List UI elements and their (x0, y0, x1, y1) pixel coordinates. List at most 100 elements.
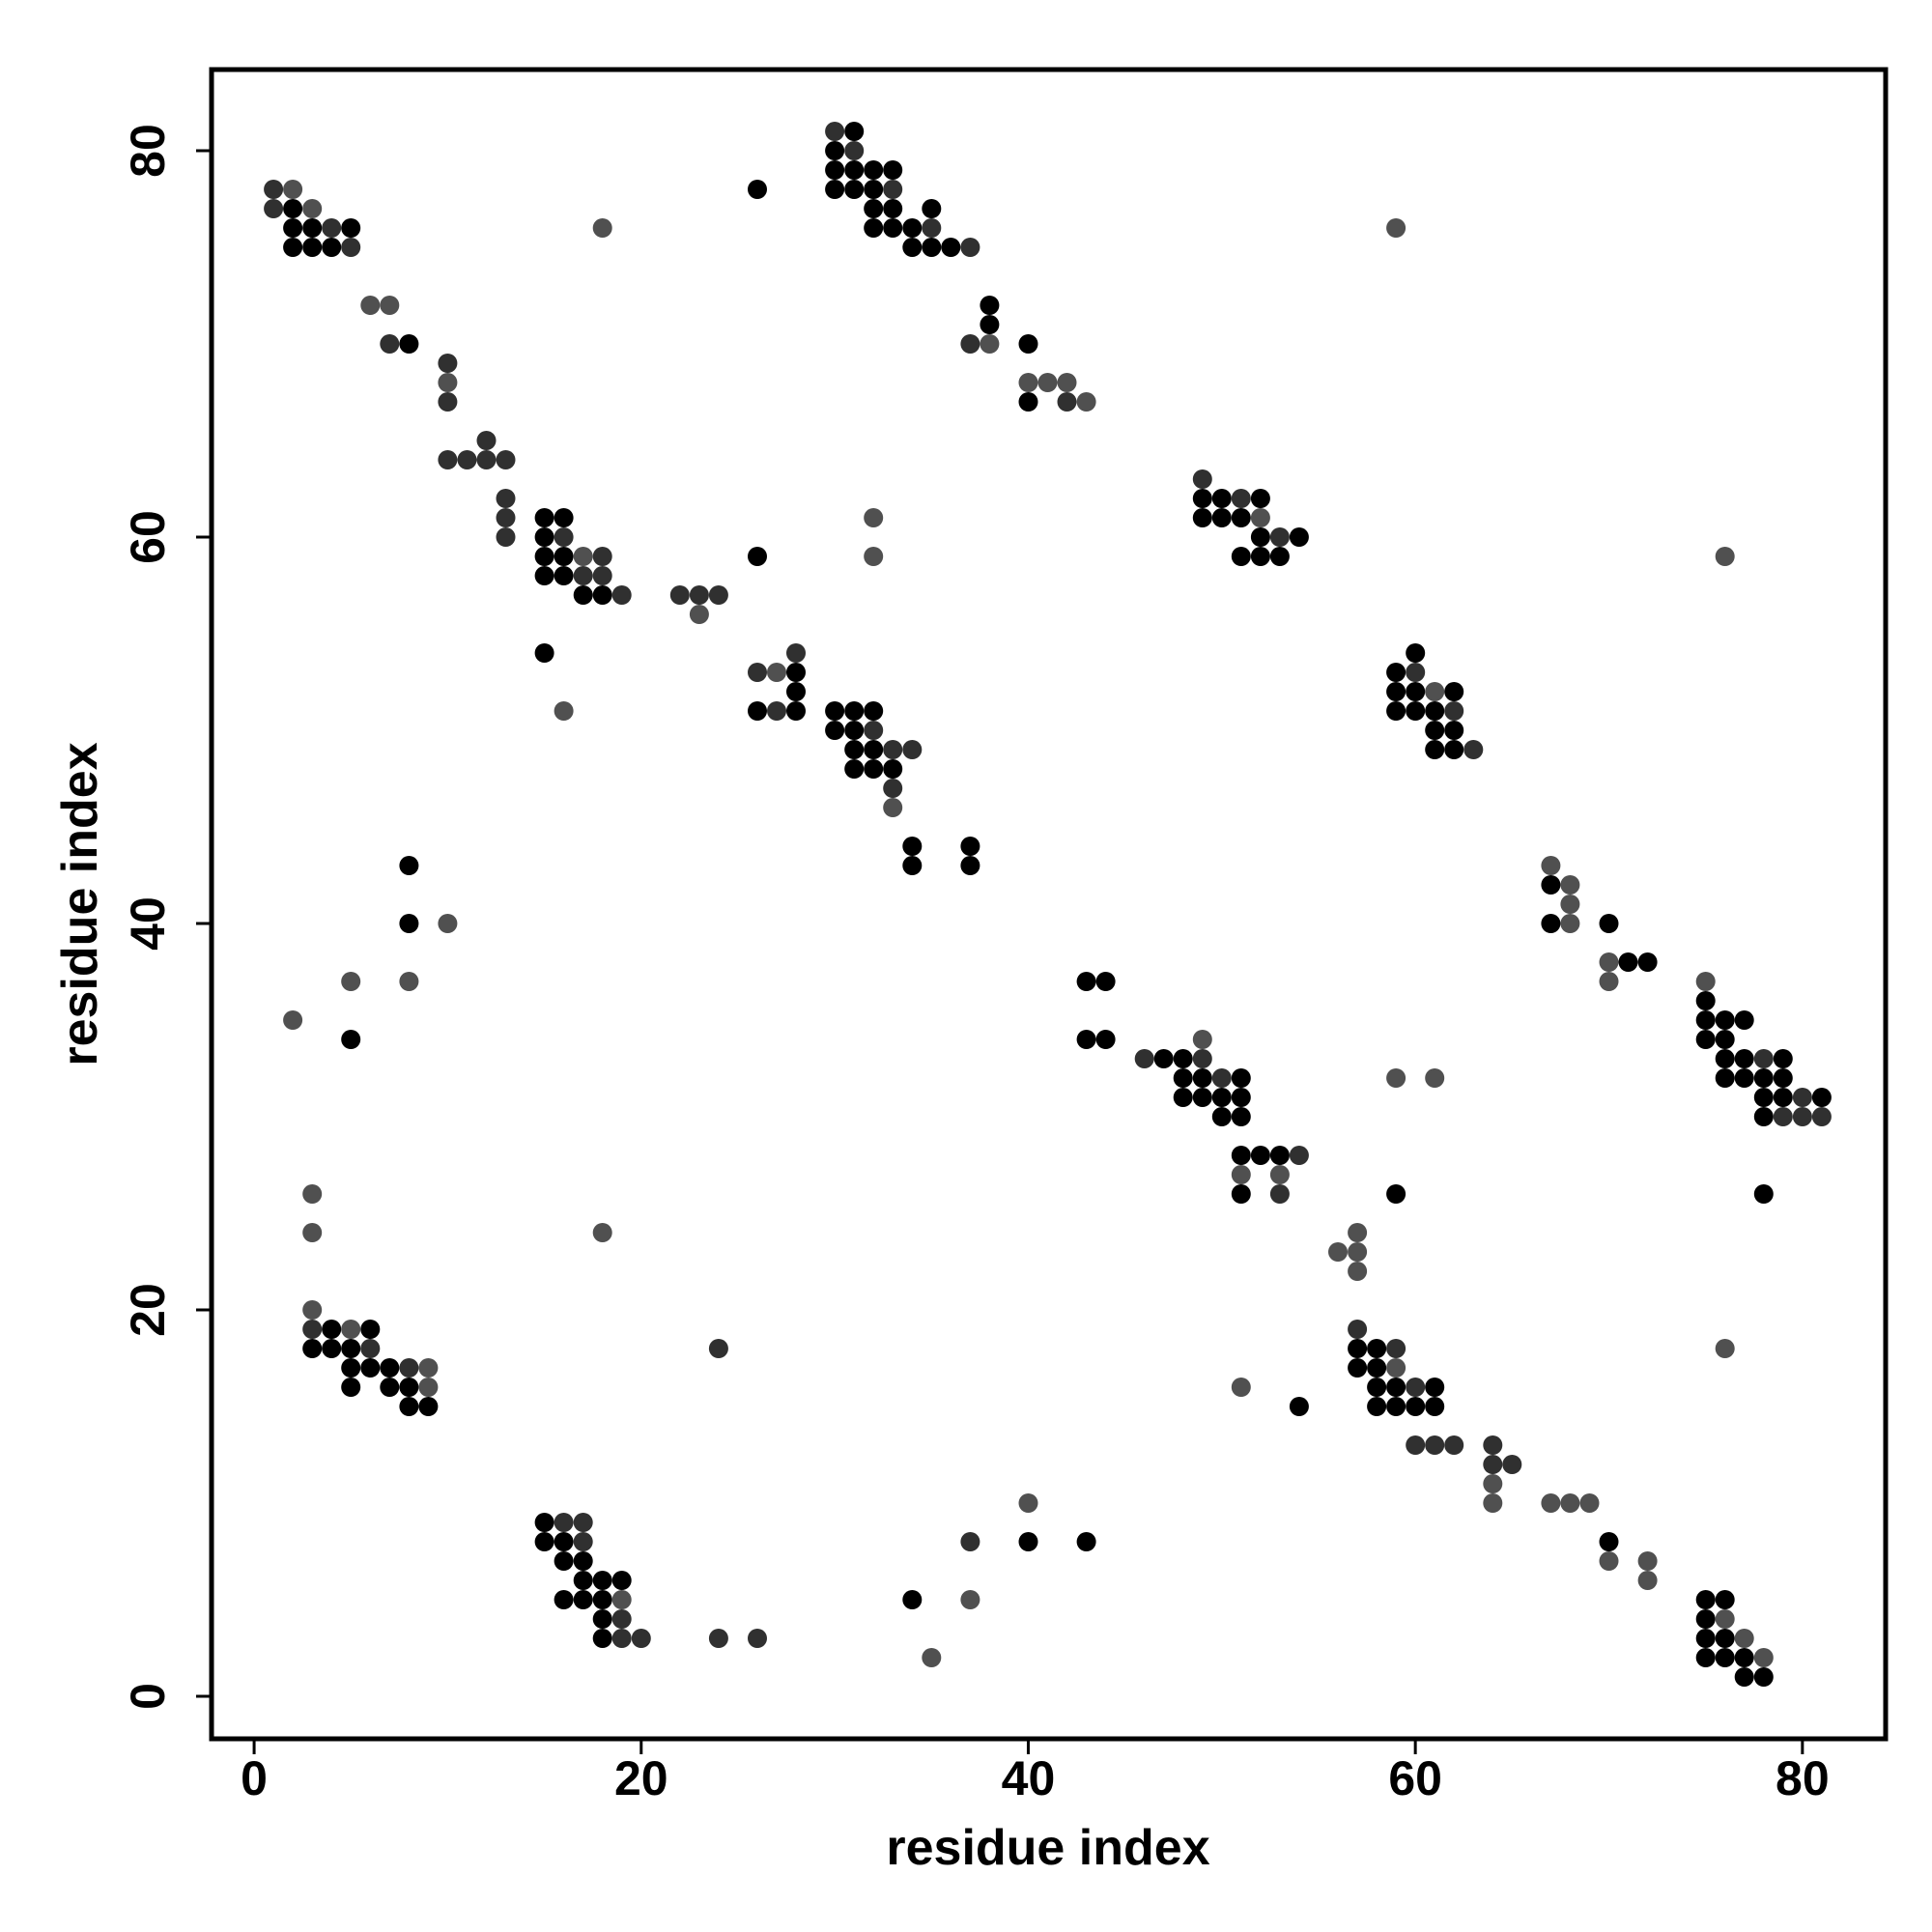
contact-point (864, 160, 884, 180)
y-tick-label: 60 (121, 510, 175, 564)
contact-point (1231, 547, 1251, 566)
y-axis-title: residue index (52, 742, 108, 1065)
contact-point (592, 1223, 612, 1242)
contact-point (825, 122, 845, 141)
contact-point (767, 663, 786, 682)
contact-point (1269, 1184, 1290, 1204)
contact-point (554, 566, 574, 585)
contact-point (1231, 1068, 1251, 1088)
contact-point (1502, 1455, 1522, 1474)
contact-point (902, 218, 923, 238)
contact-point (1560, 875, 1580, 895)
contact-point (1695, 1609, 1716, 1629)
contact-point (1367, 1378, 1387, 1397)
contact-point (1018, 1532, 1038, 1551)
contact-point (960, 856, 980, 875)
contact-point (767, 701, 786, 721)
contact-point (1406, 682, 1426, 701)
contact-point (573, 566, 593, 585)
contact-point (1134, 1049, 1154, 1068)
contact-point (1715, 1010, 1735, 1030)
contact-point (1269, 547, 1290, 566)
contact-point (1076, 1532, 1096, 1551)
contact-point (1599, 952, 1619, 972)
contact-point (1386, 1358, 1406, 1378)
contact-point (883, 798, 903, 817)
contact-point (399, 1358, 419, 1378)
x-axis-title: residue index (886, 1820, 1209, 1876)
contact-point (264, 180, 284, 199)
contact-point (1289, 527, 1309, 547)
x-tick-label: 40 (1002, 1751, 1056, 1805)
y-tick-label: 40 (121, 896, 175, 951)
contact-point (844, 141, 865, 160)
contact-point (1444, 740, 1464, 759)
contact-point (864, 759, 884, 779)
contact-point (748, 701, 767, 721)
contact-point (1076, 1030, 1096, 1049)
contact-point (554, 508, 574, 527)
contact-point (1153, 1049, 1174, 1068)
contact-point (1211, 1107, 1232, 1126)
contact-point (554, 547, 574, 566)
contact-point (264, 199, 284, 218)
contact-point (380, 1378, 400, 1397)
contact-point (1695, 991, 1716, 1010)
contact-point (1753, 1068, 1774, 1088)
contact-point (1444, 721, 1464, 740)
contact-point (1269, 527, 1290, 547)
x-tick-label: 60 (1388, 1751, 1442, 1805)
contact-point (708, 1339, 728, 1358)
contact-point (283, 218, 303, 238)
contact-point (844, 721, 865, 740)
x-tick-label: 20 (614, 1751, 668, 1805)
contact-point (592, 1629, 612, 1648)
contact-point (1018, 334, 1038, 354)
contact-point (418, 1397, 439, 1416)
contact-point (611, 585, 632, 605)
x-tick-label: 80 (1776, 1751, 1830, 1805)
contact-point (1367, 1397, 1387, 1416)
contact-point (1406, 701, 1426, 721)
y-axis: 0 20 40 60 80 (121, 124, 212, 1710)
contact-point (534, 566, 554, 585)
contact-point (1250, 1146, 1270, 1165)
contact-point (302, 218, 323, 238)
contact-point (669, 585, 690, 605)
contact-point (302, 238, 323, 257)
contact-point (360, 296, 381, 315)
contact-point (1715, 1648, 1735, 1667)
y-tick-label: 20 (121, 1283, 175, 1337)
contact-point (1076, 392, 1096, 412)
contact-point (1231, 1184, 1251, 1204)
contact-point (592, 566, 612, 585)
contact-point (1018, 1493, 1038, 1513)
contact-point (1541, 914, 1561, 933)
contact-point (1734, 1068, 1754, 1088)
contact-point (883, 199, 903, 218)
contact-point (1541, 1493, 1561, 1513)
contact-point (1695, 1010, 1716, 1030)
contact-point (496, 450, 516, 469)
contact-point (1057, 392, 1077, 412)
contact-point (438, 354, 458, 373)
contact-point (883, 740, 903, 759)
contact-point (283, 180, 303, 199)
contact-point (438, 373, 458, 392)
contact-point (1192, 508, 1212, 527)
contact-point (960, 238, 980, 257)
contact-point (554, 527, 574, 547)
contact-point (980, 315, 1000, 334)
contact-point (825, 721, 845, 740)
contact-point (554, 1532, 574, 1551)
contact-point (1637, 1571, 1658, 1590)
contact-point (341, 1339, 361, 1358)
contact-point (573, 547, 593, 566)
contact-point (864, 721, 884, 740)
contact-point (1734, 1010, 1754, 1030)
scatter-points (264, 122, 1832, 1687)
contact-point (1695, 1030, 1716, 1049)
contact-point (1328, 1242, 1348, 1262)
contact-point (864, 701, 884, 721)
